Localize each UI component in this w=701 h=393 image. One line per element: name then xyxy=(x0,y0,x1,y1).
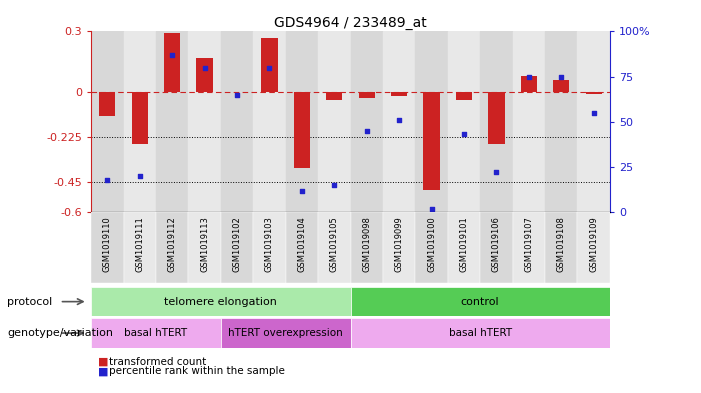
Text: genotype/variation: genotype/variation xyxy=(7,328,113,338)
Bar xyxy=(123,212,156,283)
Bar xyxy=(123,31,156,212)
Text: control: control xyxy=(461,297,500,307)
Text: GSM1019105: GSM1019105 xyxy=(329,216,339,272)
Point xyxy=(556,73,567,80)
Bar xyxy=(91,31,123,212)
Text: transformed count: transformed count xyxy=(109,356,206,367)
Point xyxy=(231,92,243,98)
Point xyxy=(523,73,534,80)
Bar xyxy=(512,212,545,283)
Point xyxy=(102,176,113,183)
Bar xyxy=(253,212,286,283)
Bar xyxy=(391,92,407,96)
Bar xyxy=(415,212,448,283)
Point xyxy=(199,64,210,71)
Bar xyxy=(578,31,610,212)
Bar xyxy=(456,92,472,100)
Text: GSM1019102: GSM1019102 xyxy=(233,216,242,272)
Bar xyxy=(512,31,545,212)
Text: GSM1019098: GSM1019098 xyxy=(362,216,372,272)
Bar xyxy=(164,33,180,92)
Text: GSM1019109: GSM1019109 xyxy=(589,216,598,272)
Text: GSM1019104: GSM1019104 xyxy=(297,216,306,272)
Text: GSM1019112: GSM1019112 xyxy=(168,216,177,272)
Bar xyxy=(189,31,221,212)
Bar xyxy=(91,212,123,283)
Text: GSM1019110: GSM1019110 xyxy=(103,216,112,272)
Point xyxy=(264,64,275,71)
Text: percentile rank within the sample: percentile rank within the sample xyxy=(109,366,285,376)
Text: basal hTERT: basal hTERT xyxy=(449,328,512,338)
Text: basal hTERT: basal hTERT xyxy=(124,328,188,338)
Point xyxy=(134,173,145,179)
Text: GSM1019107: GSM1019107 xyxy=(524,216,533,272)
Text: ■: ■ xyxy=(98,366,109,376)
Bar xyxy=(578,212,610,283)
Bar xyxy=(415,31,448,212)
Text: GSM1019100: GSM1019100 xyxy=(427,216,436,272)
Point xyxy=(458,131,470,138)
Text: GSM1019099: GSM1019099 xyxy=(395,216,404,272)
Bar xyxy=(545,31,578,212)
Point xyxy=(167,52,178,58)
Bar xyxy=(326,92,342,100)
Text: ■: ■ xyxy=(98,356,109,367)
Text: GSM1019111: GSM1019111 xyxy=(135,216,144,272)
Bar xyxy=(448,31,480,212)
Bar xyxy=(196,57,212,92)
Bar xyxy=(585,92,601,94)
Bar xyxy=(318,31,350,212)
Bar xyxy=(100,92,116,116)
Bar xyxy=(286,31,318,212)
Bar xyxy=(383,31,415,212)
Text: telomere elongation: telomere elongation xyxy=(164,297,278,307)
Bar xyxy=(91,318,221,348)
Bar xyxy=(423,92,440,190)
Point xyxy=(297,187,308,194)
Bar xyxy=(359,92,375,98)
Bar xyxy=(221,31,253,212)
Bar xyxy=(350,212,383,283)
Text: GSM1019106: GSM1019106 xyxy=(492,216,501,272)
Text: GSM1019101: GSM1019101 xyxy=(459,216,468,272)
Bar xyxy=(286,212,318,283)
Bar xyxy=(545,212,578,283)
Bar xyxy=(553,80,569,92)
Bar xyxy=(350,318,610,348)
Text: GSM1019103: GSM1019103 xyxy=(265,216,274,272)
Point xyxy=(588,110,599,116)
Bar xyxy=(489,92,505,144)
Bar xyxy=(480,212,512,283)
Text: hTERT overexpression: hTERT overexpression xyxy=(229,328,343,338)
Bar xyxy=(253,31,286,212)
Title: GDS4964 / 233489_at: GDS4964 / 233489_at xyxy=(274,17,427,30)
Bar xyxy=(448,212,480,283)
Text: GSM1019113: GSM1019113 xyxy=(200,216,209,272)
Point xyxy=(393,117,404,123)
Bar xyxy=(156,31,189,212)
Bar xyxy=(221,212,253,283)
Bar xyxy=(350,287,610,316)
Point xyxy=(329,182,340,188)
Bar xyxy=(261,39,278,92)
Text: protocol: protocol xyxy=(7,297,53,307)
Point xyxy=(361,128,372,134)
Bar xyxy=(91,287,350,316)
Bar xyxy=(156,212,189,283)
Point xyxy=(491,169,502,176)
Bar xyxy=(350,31,383,212)
Bar xyxy=(318,212,350,283)
Bar xyxy=(189,212,221,283)
Bar xyxy=(221,318,350,348)
Point xyxy=(426,206,437,212)
Bar xyxy=(132,92,148,144)
Text: GSM1019108: GSM1019108 xyxy=(557,216,566,272)
Bar xyxy=(294,92,310,168)
Bar xyxy=(521,75,537,92)
Bar xyxy=(383,212,415,283)
Bar xyxy=(480,31,512,212)
